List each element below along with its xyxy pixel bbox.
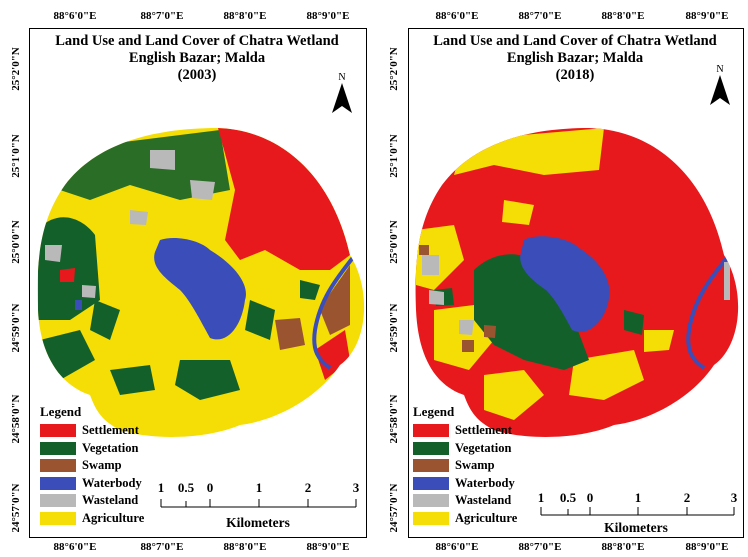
top-tick-label: 88°9'0"E bbox=[306, 10, 350, 22]
legend-label: Waterbody bbox=[82, 475, 142, 490]
legend-label: Swamp bbox=[455, 458, 495, 473]
bottom-tick-label: 88°9'0"E bbox=[306, 541, 350, 553]
bottom-tick-label: 88°9'0"E bbox=[685, 541, 729, 553]
north-label: N bbox=[338, 72, 346, 83]
swamp-swatch bbox=[413, 459, 449, 473]
legend-label: Settlement bbox=[82, 423, 139, 438]
scale-unit: Kilometers bbox=[604, 520, 668, 535]
settlement-swatch bbox=[413, 424, 449, 438]
title-line-1: Land Use and Land Cover of Chatra Wetlan… bbox=[55, 33, 339, 49]
bottom-tick-label: 88°7'0"E bbox=[518, 541, 562, 553]
map-title: Land Use and Land Cover of Chatra Wetlan… bbox=[30, 33, 364, 84]
top-tick-label: 88°6'0"E bbox=[53, 10, 97, 22]
legend-item-swamp: Swamp bbox=[413, 457, 517, 475]
vegetation-swatch bbox=[413, 441, 449, 455]
bottom-tick-label: 88°8'0"E bbox=[601, 541, 645, 553]
legend-label: Vegetation bbox=[82, 440, 139, 455]
legend-label: Swamp bbox=[82, 458, 122, 473]
legend-item-wasteland: Wasteland bbox=[413, 492, 517, 510]
legend-label: Wasteland bbox=[82, 493, 139, 508]
top-tick-label: 88°8'0"E bbox=[223, 10, 267, 22]
legend: Legend Settlement Vegetation Swamp Water… bbox=[413, 404, 517, 527]
legend-label: Wasteland bbox=[455, 493, 512, 508]
scale-label: 0 bbox=[206, 480, 214, 495]
legend-item-waterbody: Waterbody bbox=[413, 475, 517, 493]
north-arrow-icon bbox=[332, 83, 352, 113]
map-panel-2018: 88°6'0"E 88°7'0"E 88°8'0"E 88°9'0"E 88°6… bbox=[374, 0, 748, 557]
scale-label: 0.5 bbox=[559, 490, 577, 505]
settlement-swatch bbox=[40, 424, 76, 438]
top-tick-label: 88°8'0"E bbox=[601, 10, 645, 22]
legend-item-agriculture: Agriculture bbox=[40, 510, 144, 528]
top-tick-label: 88°7'0"E bbox=[140, 10, 184, 22]
legend-label: Settlement bbox=[455, 423, 512, 438]
legend-label: Agriculture bbox=[455, 510, 518, 525]
agriculture-swatch bbox=[413, 511, 449, 525]
bottom-tick-label: 88°6'0"E bbox=[435, 541, 479, 553]
title-line-2: English Bazar; Malda bbox=[128, 50, 266, 66]
lulc-map-2018 bbox=[415, 128, 739, 437]
legend-label: Agriculture bbox=[82, 510, 145, 525]
legend-item-wasteland: Wasteland bbox=[40, 492, 144, 510]
legend-item-waterbody: Waterbody bbox=[40, 475, 144, 493]
north-arrow: N bbox=[708, 64, 732, 110]
wasteland-swatch bbox=[40, 494, 76, 508]
title-year: (2003) bbox=[177, 67, 217, 83]
scale-label: 1 bbox=[634, 490, 642, 505]
legend-item-vegetation: Vegetation bbox=[413, 440, 517, 458]
legend-item-vegetation: Vegetation bbox=[40, 440, 144, 458]
north-arrow-icon bbox=[710, 75, 730, 105]
agriculture-swatch bbox=[40, 511, 76, 525]
legend-label: Vegetation bbox=[455, 440, 512, 455]
scale-label: 3 bbox=[352, 480, 360, 495]
legend-item-agriculture: Agriculture bbox=[413, 510, 517, 528]
top-tick-label: 88°7'0"E bbox=[518, 10, 562, 22]
top-tick-label: 88°9'0"E bbox=[685, 10, 729, 22]
swamp-swatch bbox=[40, 459, 76, 473]
scale-label: 0.5 bbox=[177, 480, 195, 495]
scale-label: 2 bbox=[304, 480, 312, 495]
wasteland-swatch bbox=[413, 494, 449, 508]
vegetation-swatch bbox=[40, 441, 76, 455]
bottom-tick-label: 88°6'0"E bbox=[53, 541, 97, 553]
bottom-tick-label: 88°8'0"E bbox=[223, 541, 267, 553]
scale-bar-graphic bbox=[160, 499, 357, 508]
legend-item-settlement: Settlement bbox=[413, 422, 517, 440]
title-line-1: Land Use and Land Cover of Chatra Wetlan… bbox=[433, 33, 717, 49]
title-year: (2018) bbox=[555, 67, 595, 83]
scale-label: 0 bbox=[586, 490, 594, 505]
north-label: N bbox=[716, 64, 724, 75]
map-panel-2003: 88°6'0"E 88°7'0"E 88°8'0"E 88°9'0"E 88°6… bbox=[10, 10, 367, 553]
legend-title: Legend bbox=[413, 404, 455, 419]
legend: Legend Settlement Vegetation Swamp Water… bbox=[40, 404, 144, 527]
bottom-tick-label: 88°7'0"E bbox=[140, 541, 184, 553]
title-line-2: English Bazar; Malda bbox=[506, 50, 644, 66]
scale-bar-graphic bbox=[540, 507, 735, 516]
scale-label: 1 bbox=[537, 490, 545, 505]
legend-title: Legend bbox=[40, 404, 82, 419]
scale-unit: Kilometers bbox=[226, 515, 290, 530]
legend-item-swamp: Swamp bbox=[40, 457, 144, 475]
lulc-map-2003 bbox=[37, 128, 365, 437]
scale-label: 2 bbox=[683, 490, 691, 505]
waterbody-swatch bbox=[40, 476, 76, 490]
scale-label: 3 bbox=[730, 490, 738, 505]
top-tick-label: 88°6'0"E bbox=[435, 10, 479, 22]
legend-item-settlement: Settlement bbox=[40, 422, 144, 440]
legend-label: Waterbody bbox=[455, 475, 515, 490]
waterbody-swatch bbox=[413, 476, 449, 490]
scale-label: 1 bbox=[255, 480, 263, 495]
north-arrow: N bbox=[330, 72, 354, 118]
map-title: Land Use and Land Cover of Chatra Wetlan… bbox=[409, 33, 741, 84]
scale-label: 1 bbox=[157, 480, 165, 495]
